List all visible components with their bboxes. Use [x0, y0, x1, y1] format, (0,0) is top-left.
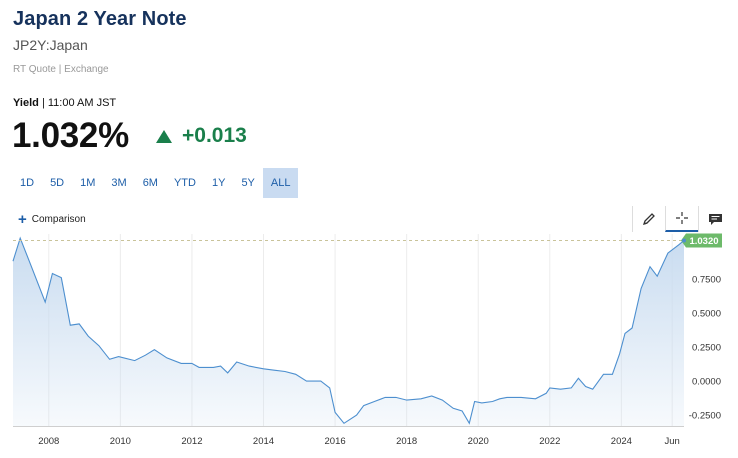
chart-toolbar [632, 206, 732, 234]
last-point-marker [682, 238, 686, 243]
x-tick-label: 2008 [38, 436, 59, 447]
x-tick-label: 2010 [110, 436, 131, 447]
x-tick-label: 2016 [325, 436, 346, 447]
range-button-1m[interactable]: 1M [80, 177, 96, 189]
last-value-badge [681, 233, 722, 248]
price-change: +0.013 [156, 124, 247, 148]
area-fill [13, 238, 684, 426]
x-tick-label: 2022 [539, 436, 560, 447]
yield-chart[interactable]: -0.2500 0.0000 0.2500 0.5000 0.7500 2008 2010 2… [0, 230, 738, 458]
y-tick-label: 0.2500 [692, 343, 721, 354]
yield-series-line [12, 236, 685, 425]
y-tick-label: 0.5000 [692, 308, 721, 319]
pencil-icon [642, 213, 655, 226]
x-tick-label: 2018 [396, 436, 417, 447]
crosshair-tool-button[interactable] [665, 206, 698, 232]
quote-source: RT Quote | Exchange [13, 64, 109, 75]
comparison-label: Comparison [31, 214, 86, 225]
range-button-5d[interactable]: 5D [50, 177, 65, 189]
plus-icon: + [18, 210, 27, 228]
events-tool-button[interactable] [698, 206, 731, 232]
range-button-all[interactable]: ALL [262, 168, 299, 198]
last-value-label: 1.0320 [689, 236, 718, 247]
yield-time: | 11:00 AM JST [38, 97, 117, 109]
range-button-5y[interactable]: 5Y [241, 177, 255, 189]
range-button-6m[interactable]: 6M [142, 177, 158, 189]
up-arrow-icon [156, 129, 172, 143]
crosshair-icon [676, 212, 688, 224]
last-price: 1.032% [12, 116, 129, 155]
range-button-1d[interactable]: 1D [20, 177, 35, 189]
draw-tool-button[interactable] [632, 206, 665, 232]
x-tick-label: 2012 [181, 436, 202, 447]
comparison-button[interactable]: + Comparison [18, 210, 86, 228]
page-title: Japan 2 Year Note [13, 8, 187, 30]
y-tick-label: 0.0000 [692, 377, 721, 388]
range-button-3m[interactable]: 3M [111, 177, 127, 189]
change-value: +0.013 [182, 124, 247, 147]
range-selector: 1D 5D 1M 3M 6M YTD 1Y 5Y ALL [12, 168, 299, 198]
y-tick-label: 0.7500 [692, 274, 721, 285]
yield-timestamp: Yield | 11:00 AM JST [13, 97, 116, 109]
y-tick-label: -0.2500 [689, 411, 721, 422]
x-tick-label: Jun [665, 436, 680, 447]
range-button-1y[interactable]: 1Y [211, 177, 226, 189]
x-tick-label: 2020 [468, 436, 489, 447]
ticker-symbol: JP2Y:Japan [13, 37, 88, 53]
x-tick-label: 2014 [253, 436, 274, 447]
yield-label: Yield [13, 97, 39, 109]
range-button-ytd[interactable]: YTD [173, 177, 196, 189]
message-icon [708, 213, 722, 225]
x-tick-label: 2024 [611, 436, 632, 447]
